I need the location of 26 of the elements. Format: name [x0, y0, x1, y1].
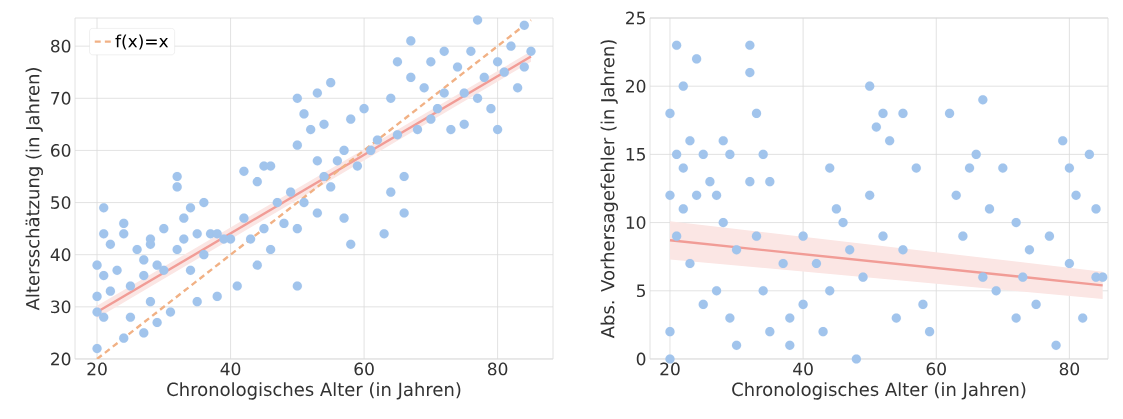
x-tick-label: 80 — [487, 362, 508, 376]
x-tick-label: 40 — [220, 362, 241, 376]
x-axis-title: Chronologisches Alter (in Jahren) — [732, 382, 1026, 400]
y-axis-title: Abs. Vorhersagefehler (in Jahren) — [600, 40, 618, 339]
y-tick-label: 30 — [51, 300, 71, 314]
y-tick-label: 80 — [51, 39, 71, 53]
x-axis-title: Chronologisches Alter (in Jahren) — [167, 382, 461, 400]
y-tick-label: 5 — [636, 284, 645, 298]
x-tick-label: 60 — [926, 362, 946, 376]
y-tick-label: 60 — [51, 143, 71, 157]
x-tick-label: 80 — [1059, 362, 1080, 376]
x-tick-label: 60 — [354, 362, 374, 376]
y-tick-label: 40 — [50, 248, 71, 262]
y-tick-label: 50 — [51, 196, 71, 209]
legend-label: f(x)=x — [115, 34, 169, 50]
x-tick-label: 20 — [660, 362, 680, 376]
y-tick-label: 20 — [51, 352, 71, 366]
y-tick-label: 25 — [626, 11, 645, 25]
y-tick-label: 10 — [626, 216, 646, 230]
y-axis-title: Altersschätzung (in Jahren) — [25, 68, 43, 311]
y-tick-label: 15 — [626, 148, 645, 161]
x-tick-label: 20 — [87, 362, 107, 376]
x-tick-label: 40 — [793, 362, 813, 376]
y-tick-label: 0 — [636, 352, 646, 366]
y-tick-label: 20 — [626, 79, 646, 93]
y-tick-label: 70 — [51, 91, 71, 105]
